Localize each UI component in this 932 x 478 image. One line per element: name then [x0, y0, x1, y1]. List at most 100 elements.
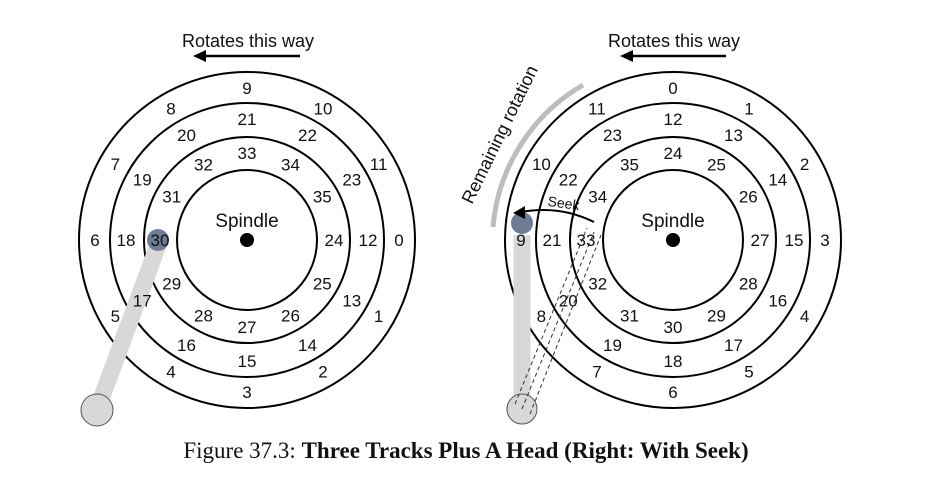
seek-origin-ghost-arm [514, 227, 602, 415]
right-outer-sector-3: 6 [668, 383, 677, 402]
seek-arrow [513, 206, 595, 223]
left-inner-sector-1: 25 [313, 275, 332, 294]
left-middle-track-ring [109, 102, 385, 378]
right-rotation-header: Rotates this way [608, 31, 740, 51]
right-outer-sector-0: 3 [820, 231, 829, 250]
right-rotation-arrow [620, 50, 726, 62]
right-outer-track-ring [504, 71, 842, 409]
caption-prefix: Figure 37.3: [183, 438, 296, 463]
left-inner-sector-3: 27 [238, 318, 257, 337]
right-middle-sector-6: 21 [543, 231, 562, 250]
left-middle-sector-5: 17 [133, 292, 152, 311]
right-middle-sector-3: 18 [664, 352, 683, 371]
left-middle-sector-11: 23 [342, 171, 361, 190]
left-inner-sector-8: 32 [194, 156, 213, 175]
left-inner-sector-7: 31 [162, 188, 181, 207]
left-spindle-ring [176, 169, 318, 311]
left-outer-sector-10: 10 [314, 99, 333, 118]
figure-caption: Figure 37.3: Three Tracks Plus A Head (R… [0, 438, 932, 464]
right-middle-sector-1: 16 [768, 292, 787, 311]
left-middle-sector-7: 19 [133, 171, 152, 190]
left-middle-sector-10: 22 [298, 126, 317, 145]
left-disk-head [147, 229, 169, 251]
left-rotation-header: Rotates this way [182, 31, 314, 51]
left-middle-sector-9: 21 [238, 110, 257, 129]
left-inner-sector-5: 29 [162, 275, 181, 294]
right-middle-sector-4: 19 [603, 336, 622, 355]
left-middle-sector-0: 12 [359, 231, 378, 250]
right-outer-sector-9: 0 [668, 79, 677, 98]
right-middle-sector-9: 12 [664, 110, 683, 129]
right-inner-track-ring [569, 136, 777, 344]
left-outer-sector-3: 3 [242, 383, 251, 402]
right-middle-sector-0: 15 [785, 231, 804, 250]
right-sector-labels: 3456789101101215161718192021222312131427… [516, 79, 829, 402]
right-outer-sector-4: 7 [592, 363, 601, 382]
left-middle-sector-2: 14 [298, 336, 317, 355]
right-inner-sector-1: 28 [739, 275, 758, 294]
left-inner-sector-2: 26 [281, 306, 300, 325]
right-spindle-label: Spindle [641, 211, 704, 232]
left-middle-sector-6: 18 [117, 231, 136, 250]
left-spindle-dot [240, 233, 254, 247]
left-outer-sector-1: 1 [374, 307, 383, 326]
right-outer-sector-6: 9 [516, 231, 525, 250]
right-inner-sector-0: 27 [751, 231, 770, 250]
right-inner-sector-2: 29 [707, 306, 726, 325]
left-inner-sector-6: 30 [151, 231, 170, 250]
right-middle-track-ring [535, 102, 811, 378]
left-middle-sector-1: 13 [342, 292, 361, 311]
right-middle-sector-2: 17 [724, 336, 743, 355]
right-middle-sector-11: 14 [768, 171, 787, 190]
left-inner-track-ring [143, 136, 351, 344]
left-disk-arm [89, 237, 168, 413]
right-inner-sector-11: 26 [739, 188, 758, 207]
left-outer-track-ring [78, 71, 416, 409]
left-inner-sector-11: 35 [313, 188, 332, 207]
right-outer-sector-10: 1 [744, 99, 753, 118]
left-outer-sector-6: 6 [90, 231, 99, 250]
left-outer-sector-0: 0 [394, 231, 403, 250]
left-outer-sector-8: 8 [166, 99, 175, 118]
right-inner-sector-4: 31 [620, 306, 639, 325]
right-middle-sector-8: 23 [603, 126, 622, 145]
right-outer-sector-5: 8 [537, 307, 546, 326]
right-outer-sector-8: 11 [588, 99, 606, 118]
left-rotation-arrow [193, 50, 300, 62]
left-inner-sector-4: 28 [194, 306, 213, 325]
seek-label: Seek [547, 193, 582, 213]
right-middle-sector-5: 20 [559, 292, 578, 311]
right-outer-sector-1: 4 [800, 307, 809, 326]
right-disk-head [511, 212, 533, 234]
left-outer-sector-9: 9 [242, 79, 251, 98]
right-inner-sector-7: 34 [588, 188, 607, 207]
right-disk: Rotates this way Spindle Remaining rotat… [458, 31, 842, 425]
left-inner-sector-10: 34 [281, 156, 300, 175]
left-inner-sector-0: 24 [325, 231, 344, 250]
right-inner-sector-8: 35 [620, 156, 639, 175]
left-middle-sector-4: 16 [177, 336, 196, 355]
right-middle-sector-7: 22 [559, 171, 578, 190]
right-inner-sector-5: 32 [588, 275, 607, 294]
left-sector-labels: 0123456789101112131415161718192021222324… [90, 79, 403, 402]
left-inner-sector-9: 33 [238, 144, 257, 163]
left-arm-pivot [80, 393, 114, 427]
left-outer-sector-4: 4 [166, 363, 175, 382]
right-spindle-dot [666, 233, 680, 247]
right-outer-sector-7: 10 [532, 155, 551, 174]
right-inner-sector-10: 25 [707, 156, 726, 175]
left-outer-sector-11: 11 [370, 155, 388, 174]
left-outer-sector-7: 7 [111, 155, 120, 174]
right-inner-sector-3: 30 [664, 318, 683, 337]
caption-title: Three Tracks Plus A Head (Right: With Se… [301, 438, 749, 463]
left-middle-sector-8: 20 [177, 126, 196, 145]
left-disk: Rotates this way Spindle 012345678910111… [78, 31, 416, 427]
remaining-rotation-arc [490, 82, 585, 228]
right-spindle-ring [602, 169, 744, 311]
right-middle-sector-10: 13 [724, 126, 743, 145]
right-outer-sector-2: 5 [744, 363, 753, 382]
left-outer-sector-2: 2 [318, 363, 327, 382]
left-spindle-label: Spindle [215, 211, 278, 232]
right-inner-sector-9: 24 [664, 144, 683, 163]
